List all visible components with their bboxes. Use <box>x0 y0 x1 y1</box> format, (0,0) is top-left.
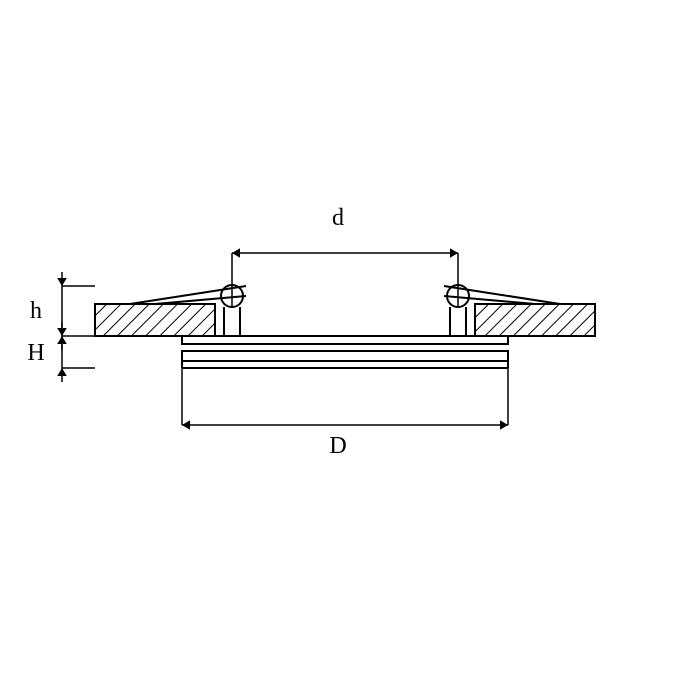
dim-d-label: d <box>332 205 344 231</box>
panel-body <box>182 351 508 361</box>
ceiling-block-right <box>475 304 595 336</box>
dim-D-label: D <box>329 433 346 459</box>
dim-h-label: h <box>30 298 42 324</box>
panel-flange <box>182 336 508 344</box>
ceiling-block-left <box>95 304 215 336</box>
cross-section-diagram: d DhH <box>0 0 690 690</box>
dim-H-label: H <box>27 340 44 366</box>
